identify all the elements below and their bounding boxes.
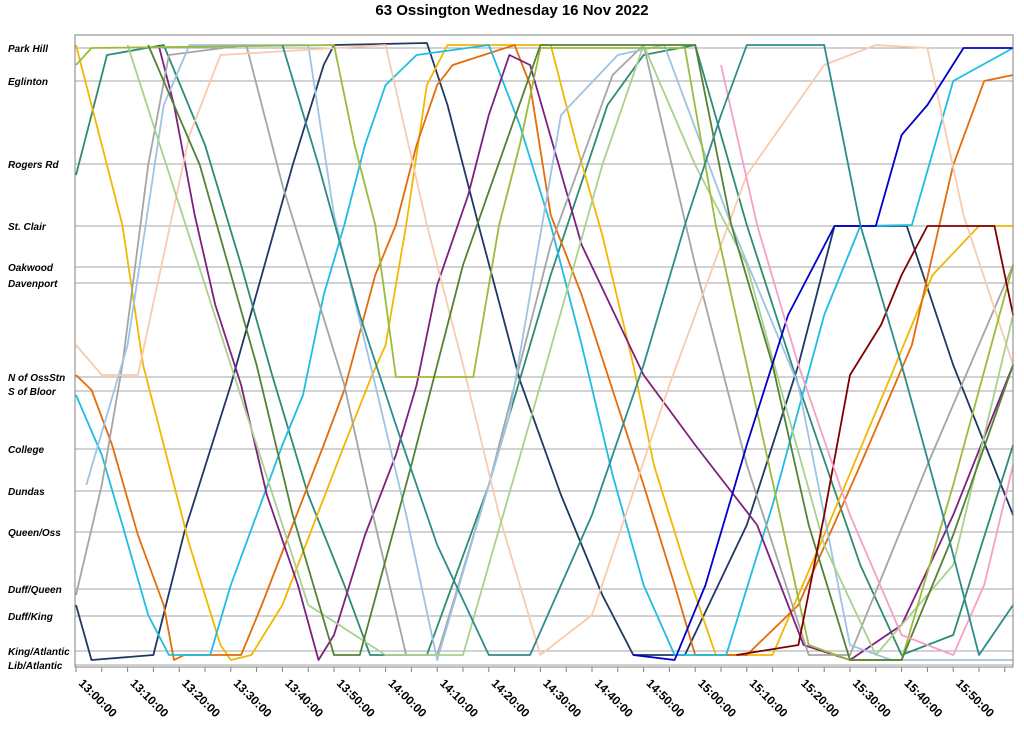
stop-label: Queen/Oss <box>8 528 61 539</box>
x-tick-label: 14:40:00 <box>592 676 636 720</box>
stop-label: Davenport <box>8 279 58 290</box>
stop-label: S of Bloor <box>8 387 57 398</box>
x-tick-label: 15:40:00 <box>901 676 945 720</box>
trip-line-1 <box>75 42 1014 661</box>
stop-label: St. Clair <box>8 222 47 233</box>
stop-gridlines <box>75 47 1013 666</box>
trip-line-7 <box>75 44 1014 656</box>
stop-label: Lib/Atlantic <box>8 661 63 672</box>
x-tick-label: 14:20:00 <box>489 676 533 720</box>
stop-label: Duff/Queen <box>8 585 62 596</box>
x-tick-label: 13:20:00 <box>179 676 223 720</box>
x-tick-label: 14:10:00 <box>437 676 481 720</box>
chart-title: 63 Ossington Wednesday 16 Nov 2022 <box>375 2 649 19</box>
trip-line-3 <box>75 44 1014 661</box>
trip-line-15 <box>720 64 1014 656</box>
trip-line-5 <box>75 44 1014 656</box>
x-tick-label: 15:50:00 <box>953 676 997 720</box>
x-tick-label: 15:30:00 <box>850 676 894 720</box>
x-tick-label: 14:50:00 <box>643 676 687 720</box>
stop-label: Rogers Rd <box>8 160 59 171</box>
trip-line-13 <box>633 47 1014 661</box>
trip-line-6 <box>157 44 1014 661</box>
x-tick-label: 13:10:00 <box>127 676 171 720</box>
stop-label: Park Hill <box>8 44 48 55</box>
x-tick-label: 14:00:00 <box>385 676 429 720</box>
trip-line-4 <box>75 44 1014 661</box>
x-tick-label: 13:00:00 <box>76 676 120 720</box>
stop-label: Oakwood <box>8 263 54 274</box>
trip-line-9 <box>75 44 1014 656</box>
stop-label: College <box>8 445 45 456</box>
x-tick-label: 15:00:00 <box>695 676 739 720</box>
stop-label: Eglinton <box>8 77 48 88</box>
trip-line-12 <box>147 44 1014 661</box>
trip-line-2 <box>75 44 1014 656</box>
trip-line-8 <box>85 44 1014 661</box>
stop-labels: Park Hill Eglinton Rogers Rd St. Clair Oakwo… <box>8 44 70 672</box>
plot-frame <box>74 34 1014 668</box>
x-tick-label: 15:20:00 <box>798 676 842 720</box>
trip-line-14 <box>736 225 1014 656</box>
trip-lines <box>75 42 1014 661</box>
x-tick-label: 13:40:00 <box>282 676 326 720</box>
x-tick-label: 13:50:00 <box>334 676 378 720</box>
trip-line-16 <box>281 44 1014 656</box>
x-tick-label: 14:30:00 <box>540 676 584 720</box>
stop-label: Dundas <box>8 487 45 498</box>
x-axis: 13:00:00 13:10:00 13:20:00 13:30:00 13:40:00… <box>75 667 1006 720</box>
stop-label: Duff/King <box>8 612 53 623</box>
stop-label: King/Atlantic <box>8 647 70 658</box>
trip-line-10 <box>126 44 1014 656</box>
x-tick-label: 15:10:00 <box>747 676 791 720</box>
x-tick-label: 13:30:00 <box>231 676 275 720</box>
stop-label: N of OssStn <box>8 373 65 384</box>
